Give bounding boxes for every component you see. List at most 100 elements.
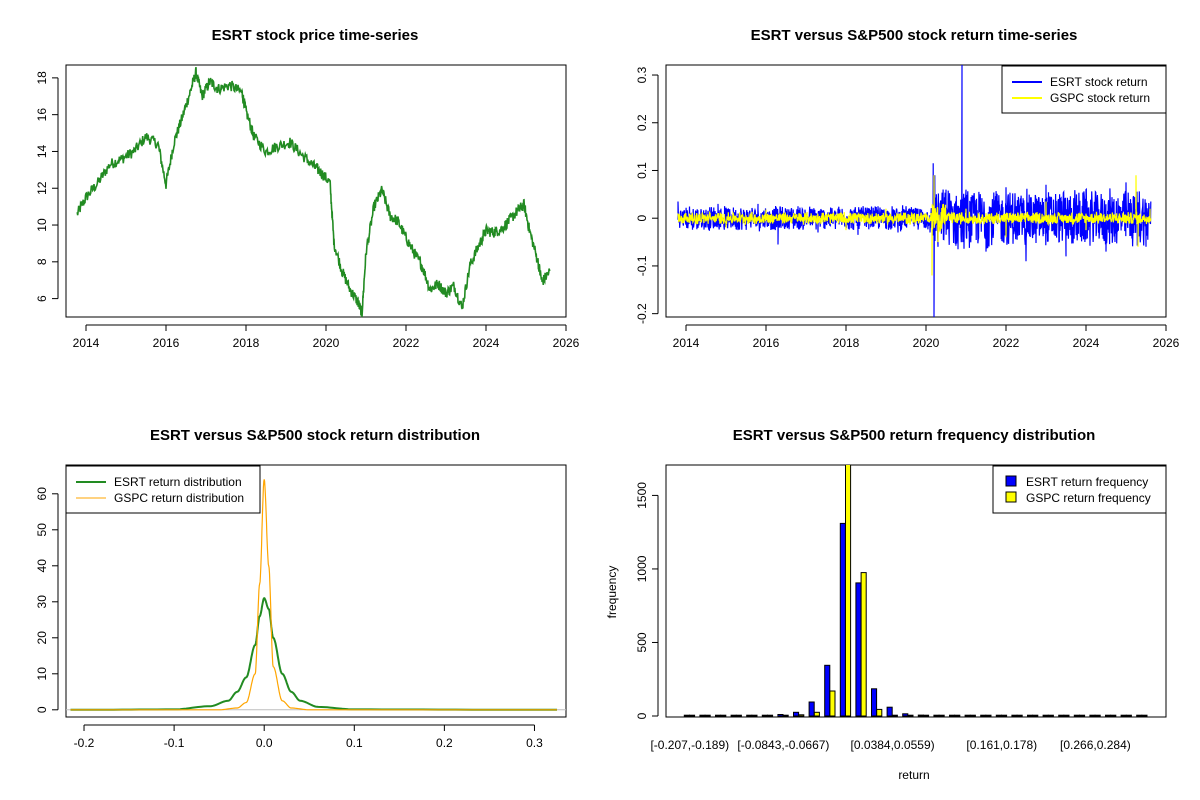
frequency-x-tick-label: [0.0384,0.0559): [851, 738, 935, 752]
price-title: ESRT stock price time-series: [212, 27, 419, 44]
esrt-frequency-bar: [1058, 714, 1065, 717]
gspc-frequency-bar: [1047, 714, 1054, 717]
returns-y-axis: -0.2 -0.1 0 0.1 0.2 0.3: [635, 66, 659, 324]
gspc-frequency-bar: [798, 714, 805, 717]
price-x-tick-label: 2024: [473, 336, 500, 350]
esrt-frequency-bar: [855, 582, 862, 717]
gspc-frequency-bar: [1079, 714, 1086, 717]
price-x-axis: 2014 2016 2018 2020 2022 2024 2026: [73, 324, 580, 350]
esrt-frequency-bar: [995, 714, 1002, 717]
esrt-frequency-bar: [746, 714, 753, 717]
price-y-axis: 6 8 10 12 14 16 18: [35, 71, 59, 302]
esrt-frequency-bar: [980, 714, 987, 717]
price-y-tick-label: 6: [35, 295, 49, 302]
density-series: [66, 479, 566, 711]
frequency-bar-group: [683, 465, 1148, 717]
esrt-frequency-bar: [777, 714, 784, 717]
price-y-tick-label: 12: [35, 181, 49, 195]
density-x-tick-label: 0.0: [256, 736, 273, 750]
density-legend-gspc-label: GSPC return distribution: [114, 491, 244, 505]
esrt-frequency-bar: [824, 664, 831, 717]
frequency-y-tick-label: 500: [635, 632, 649, 652]
gspc-frequency-bar: [751, 714, 758, 717]
gspc-frequency-bar: [1125, 714, 1132, 717]
esrt-frequency-bar: [1011, 714, 1018, 717]
price-y-tick-label: 18: [35, 71, 49, 85]
gspc-frequency-bar: [1141, 714, 1148, 717]
density-legend-esrt-label: ESRT return distribution: [114, 475, 242, 489]
gspc-frequency-bar: [985, 714, 992, 717]
frequency-ylabel: frequency: [605, 566, 619, 619]
esrt-density-line: [70, 596, 557, 711]
gspc-frequency-bar: [907, 714, 914, 717]
price-panel: ESRT stock price time-series 2014 2016 201…: [35, 27, 580, 350]
frequency-panel: ESRT versus S&P500 return frequency dist…: [605, 427, 1167, 782]
returns-x-tick-label: 2014: [673, 336, 700, 350]
returns-x-tick-label: 2016: [753, 336, 780, 350]
gspc-frequency-bar: [860, 572, 867, 717]
density-legend: ESRT return distribution GSPC return dis…: [65, 465, 261, 514]
gspc-frequency-bar: [782, 714, 789, 717]
esrt-frequency-bar: [699, 714, 706, 717]
density-x-tick-label: 0.1: [346, 736, 363, 750]
density-y-tick-label: 60: [35, 487, 49, 501]
gspc-frequency-bar: [829, 690, 836, 717]
price-x-tick-label: 2022: [393, 336, 420, 350]
density-y-tick-label: 30: [35, 595, 49, 609]
price-y-tick-label: 14: [35, 144, 49, 158]
frequency-x-tick-label: [0.161,0.178): [966, 738, 1037, 752]
esrt-frequency-bar: [683, 714, 690, 717]
esrt-frequency-bar: [933, 714, 940, 717]
esrt-frequency-bar: [839, 522, 846, 717]
gspc-frequency-bar: [876, 708, 883, 717]
price-line: [76, 66, 551, 318]
density-panel: ESRT versus S&P500 stock return distribu…: [35, 427, 567, 750]
density-y-tick-label: 50: [35, 523, 49, 537]
frequency-y-tick-label: 1500: [635, 482, 649, 509]
returns-x-tick-label: 2024: [1073, 336, 1100, 350]
returns-series: [677, 64, 1152, 318]
returns-y-tick-label: 0.2: [635, 114, 649, 131]
esrt-frequency-bar: [871, 688, 878, 717]
esrt-frequency-bar: [761, 714, 768, 717]
esrt-frequency-bar: [730, 714, 737, 717]
price-y-tick-label: 8: [35, 258, 49, 265]
gspc-frequency-bar: [767, 714, 774, 717]
returns-y-tick-label: 0.3: [635, 66, 649, 83]
density-x-axis: -0.2 -0.1 0.0 0.1 0.2 0.3: [74, 724, 543, 750]
frequency-title: ESRT versus S&P500 return frequency dist…: [733, 427, 1096, 444]
gspc-frequency-bar: [1094, 714, 1101, 717]
esrt-frequency-bar: [1042, 714, 1049, 717]
frequency-legend-box: [992, 465, 1167, 514]
density-x-tick-label: 0.3: [526, 736, 543, 750]
frequency-x-tick-label: [0.266,0.284): [1060, 738, 1131, 752]
density-y-tick-label: 40: [35, 559, 49, 573]
gspc-return-line: [677, 175, 1152, 276]
returns-title: ESRT versus S&P500 stock return time-ser…: [751, 27, 1078, 44]
price-x-tick-label: 2026: [553, 336, 580, 350]
esrt-frequency-bar: [1120, 714, 1127, 717]
density-y-tick-label: 10: [35, 667, 49, 681]
gspc-frequency-bar: [923, 714, 930, 717]
density-plot-frame: [65, 464, 567, 718]
frequency-legend-esrt-label: ESRT return frequency: [1026, 475, 1148, 489]
density-x-tick-label: 0.2: [436, 736, 453, 750]
returns-x-tick-label: 2022: [993, 336, 1020, 350]
frequency-xlabel: return: [898, 768, 929, 782]
esrt-frequency-bar: [1136, 714, 1143, 717]
esrt-frequency-bar: [1073, 714, 1080, 717]
gspc-frequency-bar: [1032, 714, 1039, 717]
returns-y-tick-label: 0: [635, 215, 649, 222]
esrt-frequency-bar: [949, 714, 956, 717]
returns-x-tick-label: 2018: [833, 336, 860, 350]
returns-legend-esrt-label: ESRT stock return: [1050, 75, 1148, 89]
esrt-frequency-bar: [886, 706, 893, 717]
gspc-frequency-bar: [969, 714, 976, 717]
returns-plot-frame: [665, 64, 1167, 318]
frequency-y-tick-label: 1000: [635, 555, 649, 582]
gspc-frequency-bar: [1001, 714, 1008, 717]
returns-panel: ESRT versus S&P500 stock return time-ser…: [635, 27, 1180, 350]
gspc-frequency-bar: [954, 714, 961, 717]
frequency-plot-frame: [665, 464, 1167, 718]
frequency-legend-gspc-swatch: [1005, 491, 1017, 503]
